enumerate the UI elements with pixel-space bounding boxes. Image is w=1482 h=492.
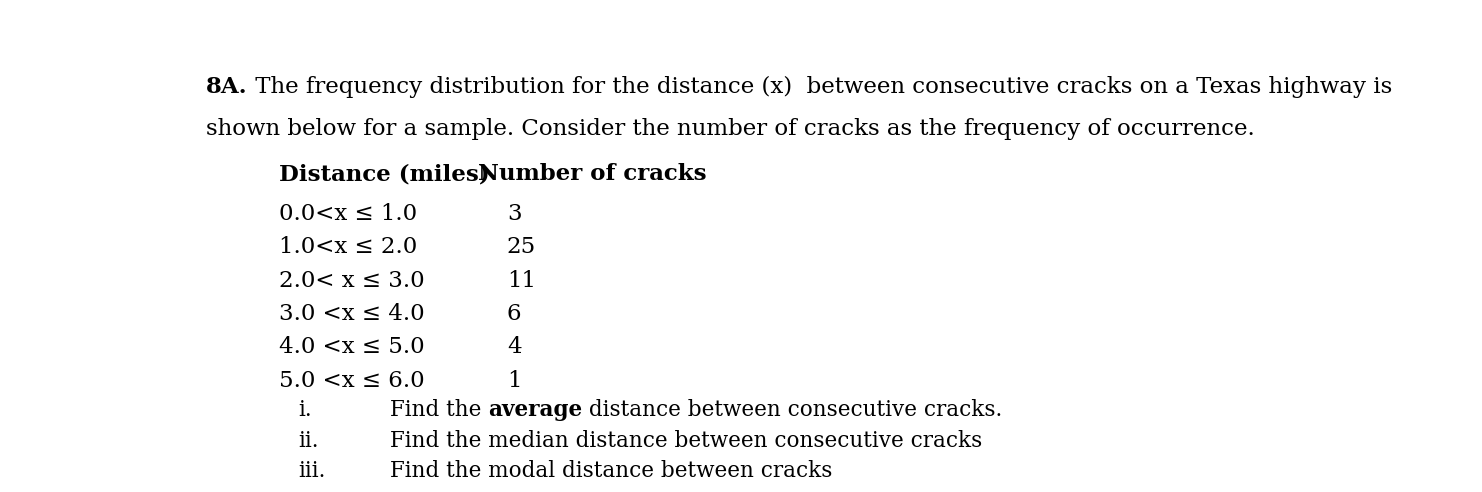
- Text: The frequency distribution for the distance (x)  between consecutive cracks on a: The frequency distribution for the dista…: [247, 76, 1392, 98]
- Text: 2.0< x ≤ 3.0: 2.0< x ≤ 3.0: [280, 270, 425, 292]
- Text: average: average: [488, 399, 582, 421]
- Text: 4: 4: [507, 337, 522, 358]
- Text: distance between consecutive cracks.: distance between consecutive cracks.: [582, 399, 1002, 421]
- Text: 1: 1: [507, 369, 522, 392]
- Text: 6: 6: [507, 303, 522, 325]
- Text: Find the: Find the: [390, 399, 488, 421]
- Text: Find the modal distance between cracks: Find the modal distance between cracks: [390, 460, 831, 482]
- Text: iii.: iii.: [298, 460, 325, 482]
- Text: 25: 25: [507, 236, 536, 258]
- Text: 3.0 <x ≤ 4.0: 3.0 <x ≤ 4.0: [280, 303, 425, 325]
- Text: Distance (miles): Distance (miles): [280, 163, 491, 185]
- Text: shown below for a sample. Consider the number of cracks as the frequency of occu: shown below for a sample. Consider the n…: [206, 118, 1255, 140]
- Text: 11: 11: [507, 270, 536, 292]
- Text: 1.0<x ≤ 2.0: 1.0<x ≤ 2.0: [280, 236, 418, 258]
- Text: ii.: ii.: [298, 430, 319, 452]
- Text: 5.0 <x ≤ 6.0: 5.0 <x ≤ 6.0: [280, 369, 425, 392]
- Text: Find the median distance between consecutive cracks: Find the median distance between consecu…: [390, 430, 983, 452]
- Text: 3: 3: [507, 203, 522, 225]
- Text: i.: i.: [298, 399, 311, 421]
- Text: Number of cracks: Number of cracks: [479, 163, 707, 185]
- Text: 0.0<x ≤ 1.0: 0.0<x ≤ 1.0: [280, 203, 418, 225]
- Text: 8A.: 8A.: [206, 76, 247, 98]
- Text: 4.0 <x ≤ 5.0: 4.0 <x ≤ 5.0: [280, 337, 425, 358]
